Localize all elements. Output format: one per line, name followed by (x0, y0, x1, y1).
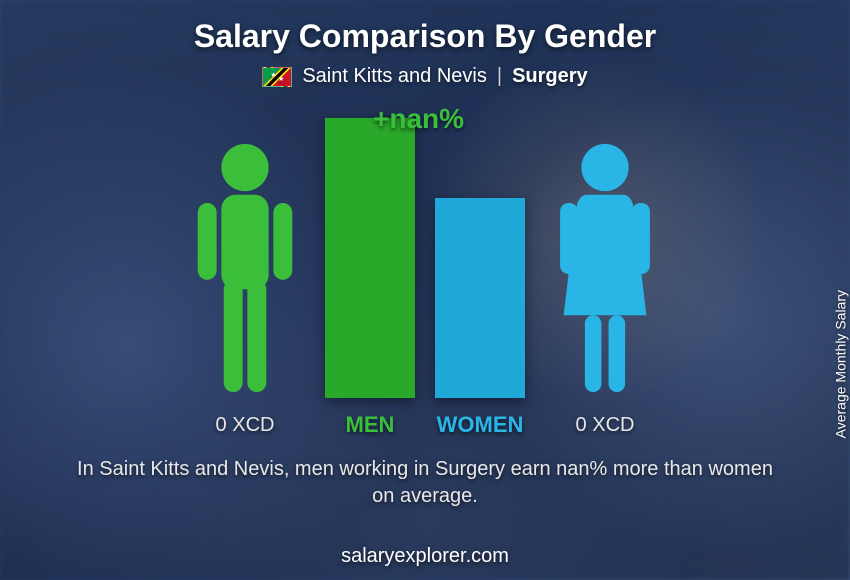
chart-area: +nan% (115, 108, 735, 438)
difference-label: +nan% (373, 103, 464, 135)
source-url: salaryexplorer.com (341, 545, 509, 568)
y-axis-label: Average Monthly Salary (832, 290, 848, 438)
subtitle-separator: | (497, 65, 502, 88)
male-icon (185, 138, 305, 398)
infographic-content: Salary Comparison By Gender Saint Kitts … (0, 0, 850, 580)
main-title: Salary Comparison By Gender (194, 18, 656, 55)
category-name: Surgery (512, 65, 588, 88)
female-icon (545, 138, 665, 398)
women-amount: 0 XCD (545, 414, 665, 437)
summary-text: In Saint Kitts and Nevis, men working in… (65, 456, 785, 510)
men-label: MEN (325, 412, 415, 438)
flag-icon (262, 67, 292, 87)
men-bar (325, 118, 415, 398)
country-name: Saint Kitts and Nevis (302, 65, 487, 88)
women-bar (435, 198, 525, 398)
subtitle-row: Saint Kitts and Nevis | Surgery (262, 65, 587, 88)
men-amount: 0 XCD (185, 414, 305, 437)
women-label: WOMEN (435, 412, 525, 438)
labels-row: 0 XCD MEN WOMEN 0 XCD (115, 412, 735, 438)
